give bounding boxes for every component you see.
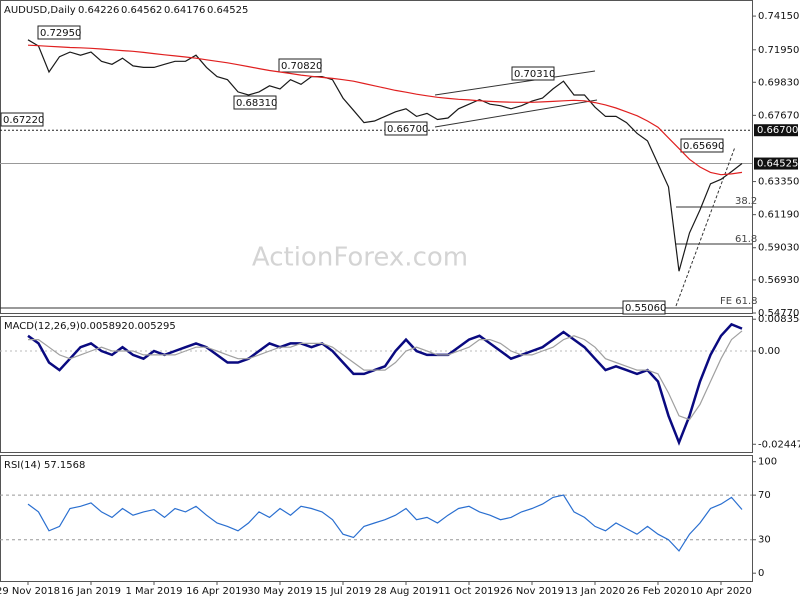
panel-title: MACD(12,26,9): [4, 321, 80, 332]
annotation: 0.66700: [387, 124, 428, 135]
annotation: 0.55060: [625, 303, 666, 314]
x-tick-label: 15 Jul 2019: [315, 586, 372, 597]
y-tick-label: -0.02447: [758, 439, 800, 450]
annotation-box: [680, 138, 724, 153]
fib-label: 38.2: [735, 196, 757, 207]
fib-label: 61.8: [735, 234, 757, 245]
x-tick-label: 10 Apr 2020: [690, 586, 752, 597]
panel-frame: [0, 0, 753, 314]
annotation-box: [384, 121, 428, 136]
y-tick-label: 0.67670: [758, 110, 799, 121]
price-marker: 0.66700: [757, 125, 798, 136]
y-tick-label: 100: [758, 457, 777, 468]
x-tick-label: 16 Jan 2019: [61, 586, 121, 597]
annotation: 0.72950: [40, 28, 81, 39]
price-marker-box: [754, 124, 798, 137]
channel-line: [434, 70, 596, 96]
y-tick-label: 0.00: [758, 346, 780, 357]
trend-line: [675, 146, 736, 307]
x-tick-label: 29 Nov 2018: [0, 586, 60, 597]
series-line: [27, 494, 743, 552]
panel-frame: [0, 316, 753, 453]
series-line: [27, 44, 743, 176]
y-tick-label: 0.71950: [758, 45, 799, 56]
annotation-box: [233, 95, 277, 110]
panel-frame: [0, 455, 753, 582]
x-tick-label: 1 Mar 2019: [125, 586, 182, 597]
series-line: [28, 330, 743, 421]
y-tick-label: 0.69830: [758, 77, 799, 88]
header-value: 0.64562: [121, 5, 162, 16]
annotation: 0.70310: [514, 69, 555, 80]
annotation: 0.65690: [683, 141, 724, 152]
y-tick-label: 30: [758, 535, 771, 546]
fib-label: FE 61.8: [720, 296, 758, 307]
header-value: 0.64525: [207, 5, 248, 16]
annotation-box: [278, 58, 322, 73]
x-tick-label: 30 May 2019: [247, 586, 312, 597]
y-tick-label: 0.54770: [758, 308, 799, 319]
panel-title: RSI(14): [4, 460, 41, 471]
x-tick-label: 13 Jan 2020: [565, 586, 625, 597]
annotation: 0.70820: [281, 61, 322, 72]
y-tick-label: 70: [758, 490, 771, 501]
panel-title: AUDUSD,Daily: [4, 5, 76, 16]
y-tick-label: 0.56930: [758, 275, 799, 286]
x-tick-label: 28 Aug 2019: [374, 586, 438, 597]
series-line: [27, 322, 743, 446]
header-value: 0.64176: [164, 5, 205, 16]
y-tick-label: 0: [758, 568, 764, 579]
x-tick-label: 16 Apr 2019: [186, 586, 248, 597]
watermark: ActionForex.com: [252, 243, 468, 273]
annotation-box: [37, 25, 81, 40]
annotation: 0.67220: [3, 115, 44, 126]
price-marker-box: [754, 157, 798, 170]
annotation-box: [0, 112, 44, 127]
annotation-box: [622, 300, 666, 315]
y-tick-label: 0.008354: [758, 314, 800, 325]
y-tick-label: 0.74150: [758, 11, 799, 22]
price-marker: 0.64525: [757, 159, 798, 170]
y-tick-label: 0.59030: [758, 243, 799, 254]
header-value: 0.005295: [128, 321, 176, 332]
header-value: 0.64226: [78, 5, 119, 16]
annotation: 0.68310: [236, 98, 277, 109]
annotation-box: [511, 66, 555, 81]
y-tick-label: 0.61190: [758, 210, 799, 221]
header-value: 0.005892: [80, 321, 128, 332]
channel-line: [434, 99, 598, 128]
y-tick-label: 0.63350: [758, 177, 799, 188]
x-tick-label: 26 Nov 2019: [500, 586, 564, 597]
x-tick-label: 26 Feb 2020: [627, 586, 689, 597]
x-tick-label: 11 Oct 2019: [438, 586, 500, 597]
header-value: 57.1568: [44, 460, 85, 471]
series-line: [27, 39, 743, 272]
